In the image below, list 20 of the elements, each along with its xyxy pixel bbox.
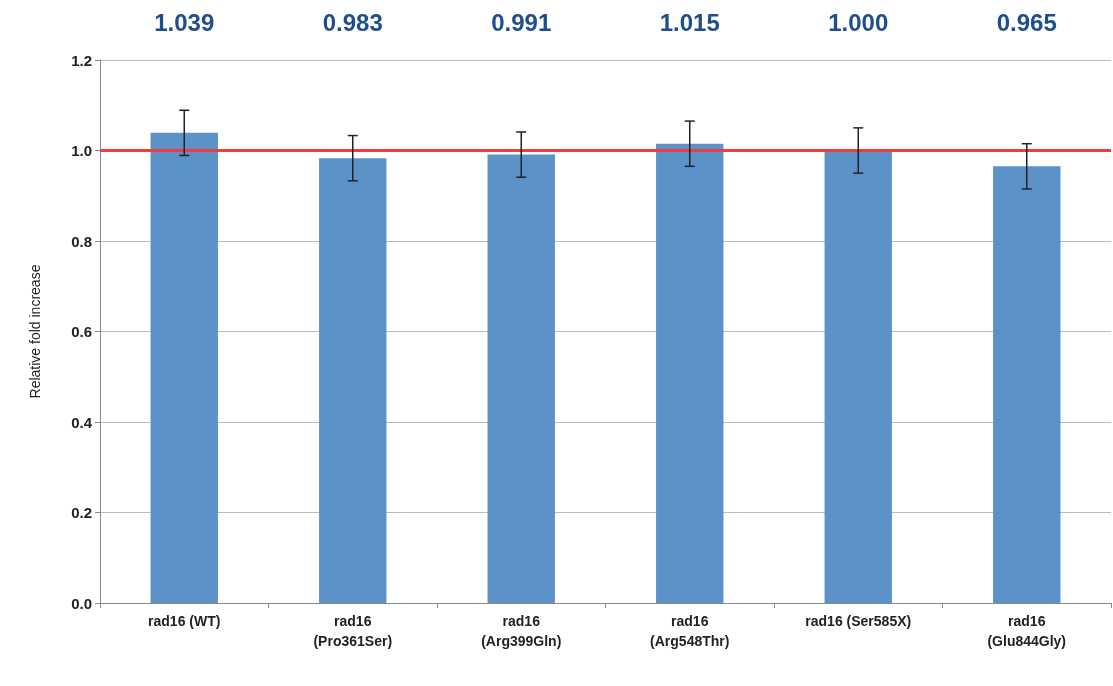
x-tick-label: rad16 (Glu844Gly)	[987, 613, 1067, 649]
text: 0.991	[491, 8, 552, 36]
x-tick-label: rad16 (WT)	[148, 613, 221, 629]
x-tick-label: rad16 (Arg548Thr)	[650, 613, 730, 649]
y-tick-label: 1.2	[71, 51, 92, 69]
y-tick-label: 0.2	[71, 504, 92, 521]
y-axis-title: Relative fold increase	[27, 264, 43, 399]
text: 0.983	[322, 8, 383, 36]
x-tick-label: rad16 (Pro361Ser)	[313, 613, 393, 649]
text: 0.965	[996, 8, 1057, 36]
text: 1.039	[154, 8, 215, 36]
y-tick-label: 0.8	[71, 232, 92, 250]
y-tick-label: 0.4	[71, 413, 93, 431]
text: 1.015	[659, 8, 720, 36]
x-tick-label: rad16 (Ser585X)	[805, 613, 912, 629]
text: 1.000	[828, 8, 889, 36]
y-tick-label: 0.6	[71, 323, 92, 340]
y-tick-label: 0.0	[71, 594, 92, 612]
y-tick-label: 1.0	[71, 142, 92, 159]
x-tick-label: rad16 (Arg399Gln)	[481, 613, 562, 649]
